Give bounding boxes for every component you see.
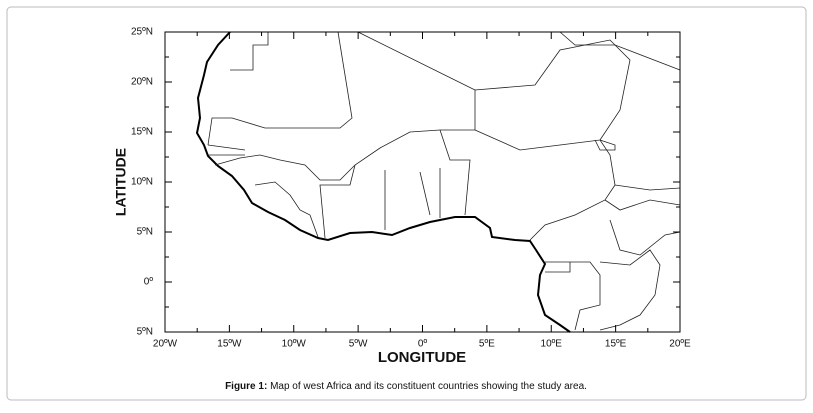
y-tick-label: 15ºN <box>131 127 153 138</box>
x-tick-label: 20ºE <box>669 339 691 350</box>
x-tick-label: 5ºE <box>479 339 495 350</box>
x-tick-label: 20ºW <box>153 339 178 350</box>
x-tick-label: 10ºE <box>541 339 563 350</box>
x-tick-label: 0º <box>418 339 428 350</box>
x-tick-label: 15ºE <box>605 339 627 350</box>
y-axis-title: LATITUDE <box>113 148 129 216</box>
x-tick-label: 15ºW <box>217 339 242 350</box>
y-tick-label: 5ºN <box>137 227 153 238</box>
y-tick-label: 5ºN <box>137 327 153 338</box>
x-axis-title: LONGITUDE <box>378 349 466 366</box>
caption-label: Figure 1: <box>225 381 267 392</box>
figure-frame <box>6 6 807 401</box>
x-tick-label: 10ºW <box>282 339 307 350</box>
axes: 20ºW 15ºW 10ºW 5ºW 0º 5ºE 10ºE 15ºE 20ºE 5ºN 0º 5ºN… <box>131 27 691 350</box>
x-tick-label: 5ºW <box>349 339 368 350</box>
y-tick-label: 25ºN <box>131 27 153 38</box>
map-borders <box>195 31 681 333</box>
caption: Figure 1: Map of west Africa and its con… <box>225 381 587 392</box>
y-tick-label: 20ºN <box>131 77 153 88</box>
caption-text: Map of west Africa and its constituent c… <box>270 381 587 392</box>
y-tick-label: 10ºN <box>131 177 153 188</box>
y-tick-label: 0º <box>144 277 154 288</box>
